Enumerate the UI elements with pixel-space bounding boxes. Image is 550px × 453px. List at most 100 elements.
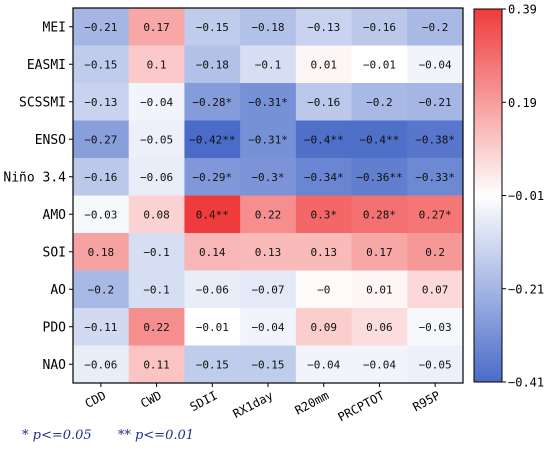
cell-value-label: −0.2: [422, 21, 449, 34]
cell-value-label: −0.16: [307, 96, 340, 109]
heatmap-cell: [240, 195, 297, 234]
cell-value-label: 0.18: [88, 246, 115, 259]
cell-value-label: −0.29*: [192, 171, 232, 184]
heatmap-cell: [407, 308, 464, 346]
cell-value-label: −0.07: [251, 283, 284, 296]
heatmap-cell: [351, 158, 408, 196]
heatmap-cell: [295, 120, 353, 159]
colorbar-tick-label: 0.19: [508, 96, 537, 110]
heatmap-cell: [295, 8, 353, 46]
column-label: PRCPTOT: [336, 388, 387, 424]
heatmap-cell: [407, 195, 464, 234]
cell-value-label: 0.06: [366, 321, 393, 334]
heatmap-cell: [184, 345, 241, 384]
heatmap-cell: [128, 308, 185, 346]
colorbar-tick-label: 0.39: [508, 3, 537, 17]
heatmap-cell: [73, 83, 130, 121]
cell-value-label: 0.4**: [196, 208, 229, 221]
heatmap-cell: [73, 233, 130, 271]
heatmap-cell: [240, 345, 297, 384]
heatmap-cell: [73, 158, 130, 196]
row-labels: MEI EASMI SCSSMI ENSO Niño 3.4 AMO SOI AO PDO NAO: [3, 20, 73, 373]
cell-value-label: −0.13: [307, 21, 340, 34]
cell-value-label: −0.31*: [248, 133, 288, 146]
heatmap-cell: [295, 195, 353, 234]
cell-value-label: 0.09: [310, 321, 337, 334]
heatmap-cell: [128, 158, 185, 196]
heatmap-cell: [73, 308, 130, 346]
heatmap-cell: [73, 120, 130, 159]
column-label: CDD: [83, 388, 109, 411]
heatmap-cells: [73, 8, 464, 384]
heatmap-cell: [128, 233, 185, 271]
colorbar-tick-label: −0.41: [508, 376, 544, 390]
column-label: CWD: [138, 388, 164, 411]
heatmap-cell: [128, 345, 185, 384]
cell-value-label: 0.22: [255, 208, 282, 221]
row-label: Niño 3.4: [3, 170, 66, 185]
cell-value-label: −0: [317, 283, 330, 296]
cell-value-label: 0.13: [310, 246, 337, 259]
cell-value-label: −0.03: [84, 208, 117, 221]
significance-05-label: * p<=0.05: [22, 428, 92, 443]
cell-value-label: 0.01: [366, 283, 393, 296]
heatmap-cell: [407, 270, 464, 309]
heatmap-cell: [407, 120, 464, 159]
heatmap-cell: [407, 83, 464, 121]
heatmap-cell: [184, 8, 241, 46]
heatmap-cell: [128, 83, 185, 121]
row-label: PDO: [43, 320, 67, 335]
cell-value-label: −0.04: [419, 58, 452, 71]
heatmap-cell: [184, 45, 241, 84]
significance-legend: * p<=0.05 ** p<=0.01: [22, 428, 216, 443]
cell-value-label: −0.04: [307, 358, 340, 371]
heatmap-cell: [295, 308, 353, 346]
colorbar: [473, 8, 503, 383]
heatmap-cell: [240, 45, 297, 84]
cell-value-label: 0.3*: [310, 208, 337, 221]
cell-value-label: 0.28*: [363, 208, 396, 221]
cell-value-label: −0.01: [196, 321, 229, 334]
cell-value-label: −0.1: [143, 246, 170, 259]
cell-value-label: −0.18: [251, 21, 284, 34]
cell-value-label: 0.14: [199, 246, 226, 259]
row-label: NAO: [43, 358, 67, 373]
cell-value-label: −0.4**: [304, 133, 344, 146]
heatmap-cell: [73, 8, 130, 46]
heatmap-cell: [407, 233, 464, 271]
cell-value-label: −0.15: [196, 358, 229, 371]
heatmap-cell: [295, 45, 353, 84]
column-label: SDII: [188, 388, 220, 414]
heatmap-cell: [184, 83, 241, 121]
heatmap-cell: [73, 195, 130, 234]
heatmap-cell: [184, 270, 241, 309]
cell-value-label: −0.21: [84, 21, 117, 34]
heatmap-cell: [295, 158, 353, 196]
row-label: AMO: [43, 208, 67, 223]
cell-value-label: −0.16: [84, 171, 117, 184]
cell-value-label: 0.22: [143, 321, 170, 334]
heatmap-cell: [295, 345, 353, 384]
heatmap-cell: [351, 233, 408, 271]
heatmap-cell: [184, 195, 241, 234]
column-label: R20mm: [293, 388, 331, 417]
heatmap-cell: [73, 270, 130, 309]
cell-value-label: −0.04: [140, 96, 173, 109]
heatmap-cell: [128, 45, 185, 84]
cell-value-label: −0.01: [363, 58, 396, 71]
heatmap-cell: [407, 8, 464, 46]
cell-value-label: −0.05: [419, 358, 452, 371]
cell-value-label: −0.31*: [248, 96, 288, 109]
cell-value-label: −0.13: [84, 96, 117, 109]
heatmap-cell: [128, 195, 185, 234]
heatmap-cell: [295, 233, 353, 271]
heatmap-cell: [351, 120, 408, 159]
cell-value-label: −0.06: [84, 358, 117, 371]
row-label: MEI: [43, 20, 66, 35]
heatmap-cell: [351, 45, 408, 84]
heatmap-cell: [407, 345, 464, 384]
heatmap-cell: [184, 120, 241, 159]
column-label: RX1day: [231, 388, 276, 421]
heatmap-cell: [351, 8, 408, 46]
